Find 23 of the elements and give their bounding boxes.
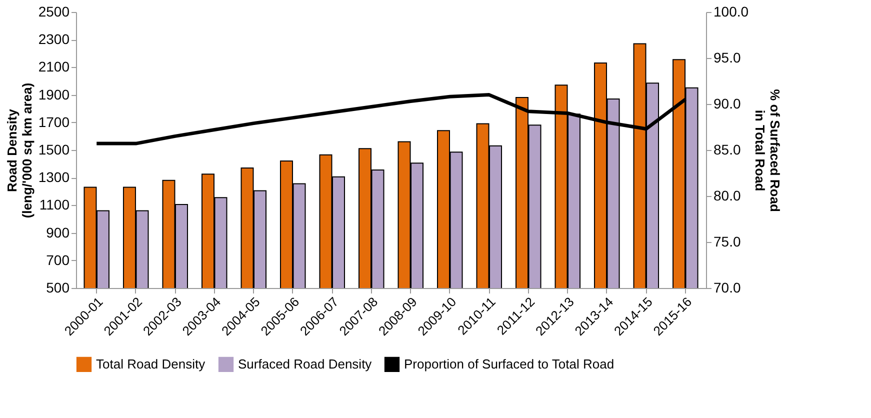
y-tick-label: 1300 (38, 169, 70, 186)
y2-tick-label: 90.0 (714, 96, 741, 112)
legend-label: Surfaced Road Density (238, 356, 372, 372)
y-tick-label: 2300 (38, 31, 70, 48)
y-tick-label: 900 (46, 224, 70, 240)
legend-label: Total Road Density (96, 356, 206, 372)
y-tick-label: 1900 (38, 86, 70, 102)
y-axis-title: Road Density (leng/'000 sq km area) (4, 82, 34, 218)
y-tick-label: 2100 (38, 58, 70, 75)
y-tick-label: 1100 (39, 196, 70, 213)
y2-tick-label: 80.0 (714, 188, 741, 204)
y-tick-label: 700 (46, 252, 70, 268)
y2-tick-label: 70.0 (714, 280, 741, 296)
y2-tick-label: 85.0 (714, 142, 741, 158)
y2-tick-label: 100.0 (714, 4, 749, 20)
y-tick-label: 1700 (38, 114, 70, 130)
y-tick-label: 1500 (38, 142, 70, 158)
y2-tick-label: 95.0 (714, 50, 741, 66)
y-tick-label: 2500 (38, 4, 70, 20)
y2-axis-title: % of Surfaced Road in Total Road (752, 89, 783, 212)
legend-label: Proportion of Surfaced to Total Road (404, 356, 614, 372)
y2-tick-label: 75.0 (714, 234, 741, 250)
y-tick-label: 500 (46, 280, 70, 296)
